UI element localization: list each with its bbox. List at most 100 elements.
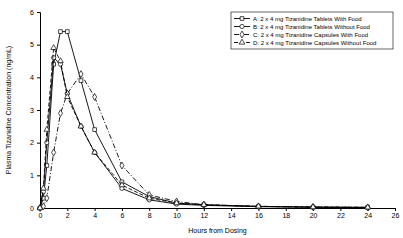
y-tick-mark	[37, 175, 40, 176]
marks	[37, 30, 370, 212]
legend-box	[231, 12, 393, 49]
x-tick-label: 24	[364, 212, 372, 219]
y-tick-label: 3	[30, 107, 34, 114]
y-tick: 2	[30, 139, 40, 146]
y-tick-mark	[37, 45, 40, 46]
legend-marker	[239, 39, 245, 44]
x-tick: 6	[120, 208, 124, 219]
x-tick-mark	[177, 208, 178, 211]
series-marker	[256, 203, 260, 210]
series-marker	[45, 195, 49, 202]
y-tick: 4	[30, 74, 40, 81]
y-tick-label: 0	[30, 205, 34, 212]
series-marker	[201, 201, 207, 206]
series-marker	[366, 204, 370, 211]
series-marker	[45, 141, 49, 145]
y-tick-mark	[37, 77, 40, 78]
series-marker	[51, 45, 57, 50]
series-marker	[175, 198, 179, 205]
x-tick-label: 12	[200, 212, 208, 219]
legend-label: A: 2 x 4 mg Tizanidine Tablets With Food	[253, 16, 362, 22]
series-marker	[310, 204, 316, 209]
x-tick-mark	[122, 208, 123, 211]
legend-label: B: 2 x 4 mg Tizanidine Tablets Without F…	[253, 24, 370, 30]
x-tick: 16	[255, 208, 263, 219]
x-axis-title: Hours from Dosing	[188, 227, 246, 235]
x-tick-label: 22	[337, 212, 345, 219]
chart: 024681012141618202224260123456A: 2 x 4 m…	[0, 0, 403, 238]
y-tick-label: 4	[30, 74, 34, 81]
x-tick-label: 0	[39, 212, 43, 219]
series-marker	[202, 201, 206, 208]
x-tick-mark	[231, 208, 232, 211]
x-tick-mark	[95, 208, 96, 211]
y-tick-label: 5	[30, 41, 34, 48]
x-tick-mark	[395, 208, 396, 211]
series-marker	[119, 182, 125, 187]
series-marker	[92, 149, 98, 154]
x-tick-mark	[340, 208, 341, 211]
x-tick-label: 8	[148, 212, 152, 219]
x-tick: 22	[337, 208, 345, 219]
x-tick-label: 4	[93, 212, 97, 219]
legend-marker	[240, 17, 244, 21]
x-tick-label: 18	[282, 212, 290, 219]
x-tick: 12	[200, 208, 208, 219]
series-marker	[52, 149, 56, 156]
x-axis: 02468101214161820222426	[39, 208, 400, 219]
y-axis-title: Plasma Tizanidine Concentration (ng/mL)	[5, 46, 13, 174]
series-marker	[38, 205, 42, 212]
x-tick: 14	[228, 208, 236, 219]
y-tick: 6	[30, 9, 40, 16]
y-tick-mark	[37, 110, 40, 111]
series-marker	[174, 200, 180, 205]
y-tick: 1	[30, 172, 40, 179]
legend-marker	[240, 31, 244, 38]
series-marker	[93, 128, 97, 132]
y-tick-label: 2	[30, 139, 34, 146]
series-marker	[311, 204, 315, 211]
series-marker	[59, 30, 63, 34]
legend-label: C: 2 x 4 mg Tizanidine Capsules With Foo…	[253, 32, 368, 38]
series-marker	[79, 71, 83, 78]
x-tick-label: 10	[173, 212, 181, 219]
legend-item: D: 2 x 4 mg Tizanidine Capsules Without …	[234, 39, 376, 45]
series-marker	[52, 56, 56, 60]
y-tick-label: 1	[30, 172, 34, 179]
x-tick: 8	[148, 208, 152, 219]
series-marker	[93, 93, 97, 100]
x-tick-label: 2	[66, 212, 70, 219]
legend-label: D: 2 x 4 mg Tizanidine Capsules Without …	[253, 40, 376, 46]
y-axis-line	[37, 13, 41, 209]
series-marker	[365, 204, 371, 209]
series-line	[40, 74, 368, 208]
series-marker	[58, 110, 62, 117]
series-line	[40, 48, 368, 208]
y-tick: 5	[30, 41, 40, 48]
x-tick: 4	[93, 208, 97, 219]
x-tick-label: 6	[120, 212, 124, 219]
legend: A: 2 x 4 mg Tizanidine Tablets With Food…	[231, 12, 393, 49]
x-axis-line	[41, 209, 396, 212]
legend-item: A: 2 x 4 mg Tizanidine Tablets With Food	[234, 16, 362, 22]
series-marker	[64, 94, 70, 99]
x-tick-label: 20	[310, 212, 318, 219]
y-tick-label: 6	[30, 9, 34, 16]
x-tick: 2	[66, 208, 70, 219]
x-tick: 26	[392, 208, 400, 219]
x-tick-mark	[67, 208, 68, 211]
series-marker	[120, 162, 124, 169]
x-tick-label: 26	[392, 212, 400, 219]
series-marker	[41, 185, 47, 190]
x-tick-label: 16	[255, 212, 263, 219]
x-tick: 10	[173, 208, 181, 219]
y-tick: 3	[30, 107, 40, 114]
x-tick: 18	[282, 208, 290, 219]
x-tick-label: 14	[228, 212, 236, 219]
series-marker	[65, 30, 69, 34]
legend-item: C: 2 x 4 mg Tizanidine Capsules With Foo…	[234, 31, 368, 38]
series-marker	[44, 126, 50, 131]
series-marker	[146, 195, 152, 200]
series-line	[40, 32, 368, 208]
y-tick-mark	[37, 12, 40, 13]
